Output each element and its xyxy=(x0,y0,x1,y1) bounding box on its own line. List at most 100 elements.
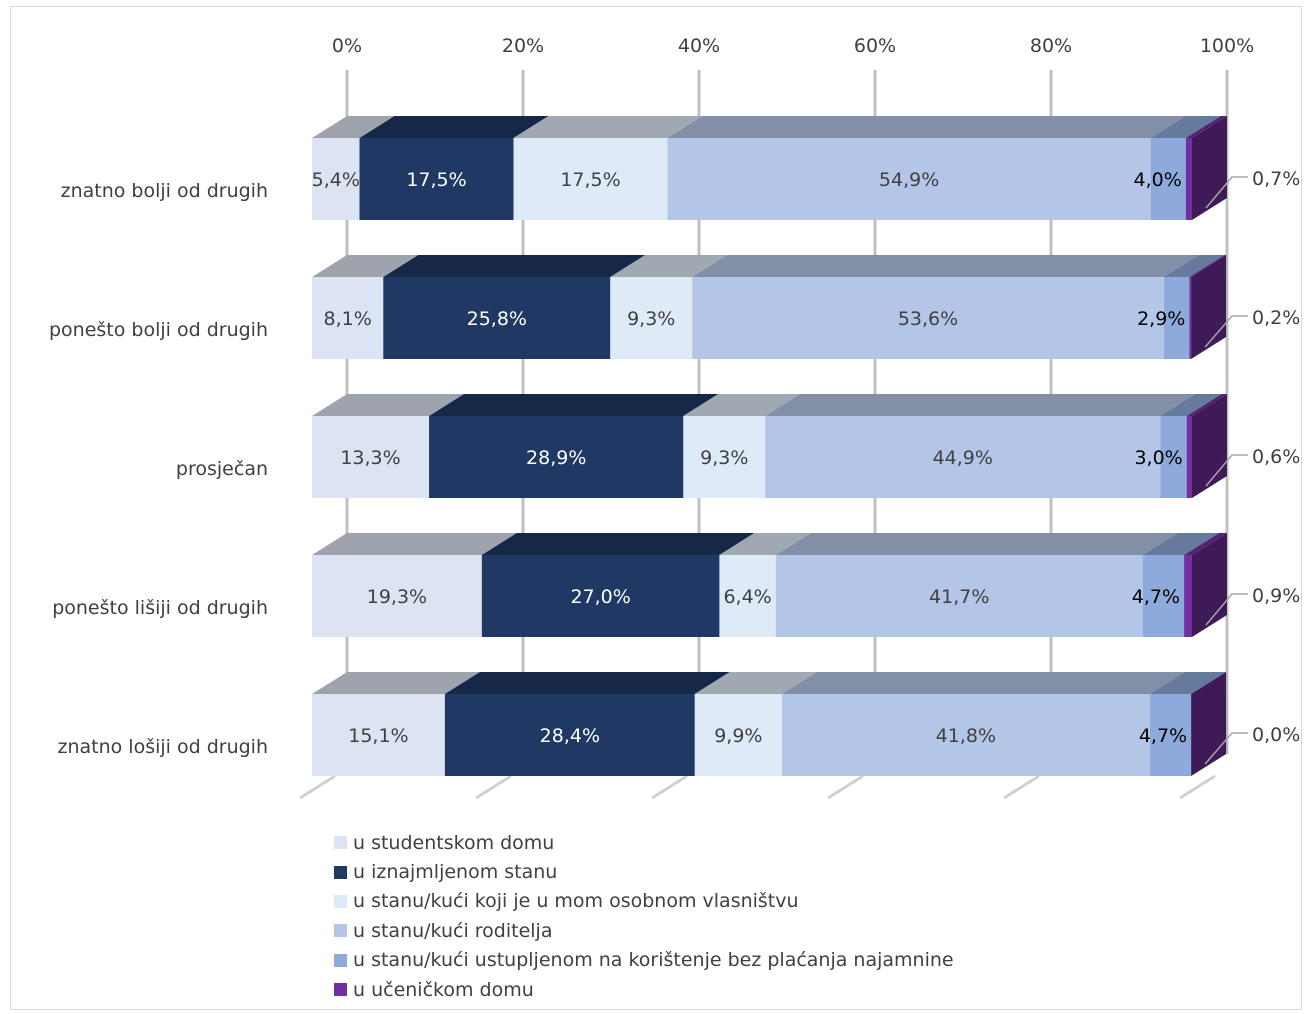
bar-top xyxy=(1189,255,1227,277)
bar-top xyxy=(683,394,801,416)
bar-top xyxy=(719,533,811,555)
bar-top xyxy=(383,255,646,277)
leader-line xyxy=(1205,454,1248,487)
bar-segment xyxy=(1163,277,1190,359)
floor-tick xyxy=(1003,774,1040,800)
data-label: 28,9% xyxy=(526,447,586,469)
data-label: 0,7% xyxy=(1252,168,1300,190)
bar-top xyxy=(781,672,1185,694)
legend-label: u iznajmljenom stanu xyxy=(353,861,558,884)
bar-top xyxy=(1163,255,1225,277)
data-label: 9,3% xyxy=(700,447,748,469)
legend-swatch xyxy=(334,865,347,879)
leader-line xyxy=(1204,315,1248,348)
data-label: 41,8% xyxy=(936,725,996,747)
bar-segment xyxy=(667,138,1151,220)
data-label: 25,8% xyxy=(467,308,527,330)
data-label: 17,5% xyxy=(406,169,466,191)
floor-tick xyxy=(1179,774,1216,800)
chart-frame xyxy=(10,6,1302,1010)
bar-segment xyxy=(312,694,445,776)
bar-segment xyxy=(481,555,720,637)
bar-segment xyxy=(1186,416,1192,498)
bar-top xyxy=(1186,394,1227,416)
data-label: 27,0% xyxy=(570,586,630,608)
bar-top xyxy=(1149,672,1227,694)
category-label: prosječan xyxy=(176,458,268,480)
bar-segment xyxy=(1160,416,1187,498)
bar-top xyxy=(312,394,465,416)
bar-segment xyxy=(719,555,776,637)
bar-segment xyxy=(429,416,684,498)
legend-item: u iznajmljenom stanu xyxy=(334,857,954,886)
data-label: 8,1% xyxy=(323,308,371,330)
legend-label: u učeničkom domu xyxy=(353,978,534,1001)
bar-top xyxy=(694,672,817,694)
bar-segment xyxy=(312,555,482,637)
legend-swatch xyxy=(334,924,347,938)
data-label: 44,9% xyxy=(933,447,993,469)
legend-swatch xyxy=(334,953,347,967)
floor-tick xyxy=(475,774,512,800)
data-label: 2,9% xyxy=(1137,308,1185,330)
category-label: ponešto lišiji od drugih xyxy=(52,597,268,619)
bar-top xyxy=(312,116,395,138)
bar-segment xyxy=(610,277,693,359)
legend-item: u stanu/kući ustupljenom na korištenje b… xyxy=(334,946,954,975)
bar-top xyxy=(667,116,1186,138)
bar-segment xyxy=(765,416,1161,498)
x-tick-label: 0% xyxy=(332,35,362,57)
bar-top xyxy=(312,672,480,694)
data-label: 41,7% xyxy=(929,586,989,608)
data-label: 0,0% xyxy=(1252,724,1300,746)
legend-label: u stanu/kući roditelja xyxy=(353,919,553,942)
bar-segment xyxy=(1189,277,1192,359)
data-label: 15,1% xyxy=(348,725,408,747)
bar-top xyxy=(513,116,703,138)
category-label: znatno lošiji od drugih xyxy=(57,736,268,758)
bar-segment xyxy=(781,694,1150,776)
leader-line xyxy=(1204,732,1248,765)
legend-swatch xyxy=(334,836,347,850)
legend-label: u stanu/kući koji je u mom osobnom vlasn… xyxy=(353,890,799,913)
data-label: 4,7% xyxy=(1139,725,1187,747)
data-label: 4,7% xyxy=(1132,586,1180,608)
x-tick-label: 80% xyxy=(1030,35,1072,57)
floor-tick xyxy=(299,774,336,800)
category-label: ponešto bolji od drugih xyxy=(49,319,268,341)
chart-legend: u studentskom domu u iznajmljenom stanu u … xyxy=(334,828,954,1004)
legend-item: u stanu/kući roditelja xyxy=(334,916,954,945)
data-label: 54,9% xyxy=(879,169,939,191)
bar-top xyxy=(610,255,728,277)
data-label: 5,4% xyxy=(312,169,360,191)
floor-tick xyxy=(827,774,864,800)
data-label: 13,3% xyxy=(340,447,400,469)
legend-item: u učeničkom domu xyxy=(334,975,954,1004)
floor-tick xyxy=(651,774,688,800)
bar-segment xyxy=(312,138,360,220)
bar-top xyxy=(481,533,755,555)
bar-top xyxy=(1142,533,1220,555)
x-tick-label: 20% xyxy=(502,35,544,57)
legend-label: u studentskom domu xyxy=(353,831,555,854)
leader-line xyxy=(1205,176,1248,209)
bar-segment xyxy=(513,138,668,220)
data-label: 0,2% xyxy=(1252,307,1300,329)
bar-top xyxy=(765,394,1196,416)
bar-top xyxy=(359,116,549,138)
bar-segment xyxy=(1185,138,1192,220)
legend-item: u studentskom domu xyxy=(334,828,954,857)
legend-item: u stanu/kući koji je u mom osobnom vlasn… xyxy=(334,887,954,916)
legend-label: u stanu/kući ustupljenom na korištenje b… xyxy=(353,949,954,972)
bar-segment xyxy=(683,416,766,498)
bar-segment xyxy=(312,277,384,359)
category-label: znatno bolji od drugih xyxy=(61,180,268,202)
leader-line xyxy=(1205,593,1248,626)
bar-segment xyxy=(312,416,430,498)
bar-segment xyxy=(1150,138,1186,220)
bar-top xyxy=(312,255,419,277)
x-tick-label: 40% xyxy=(678,35,720,57)
bar-top xyxy=(692,255,1199,277)
data-label: 17,5% xyxy=(560,169,620,191)
